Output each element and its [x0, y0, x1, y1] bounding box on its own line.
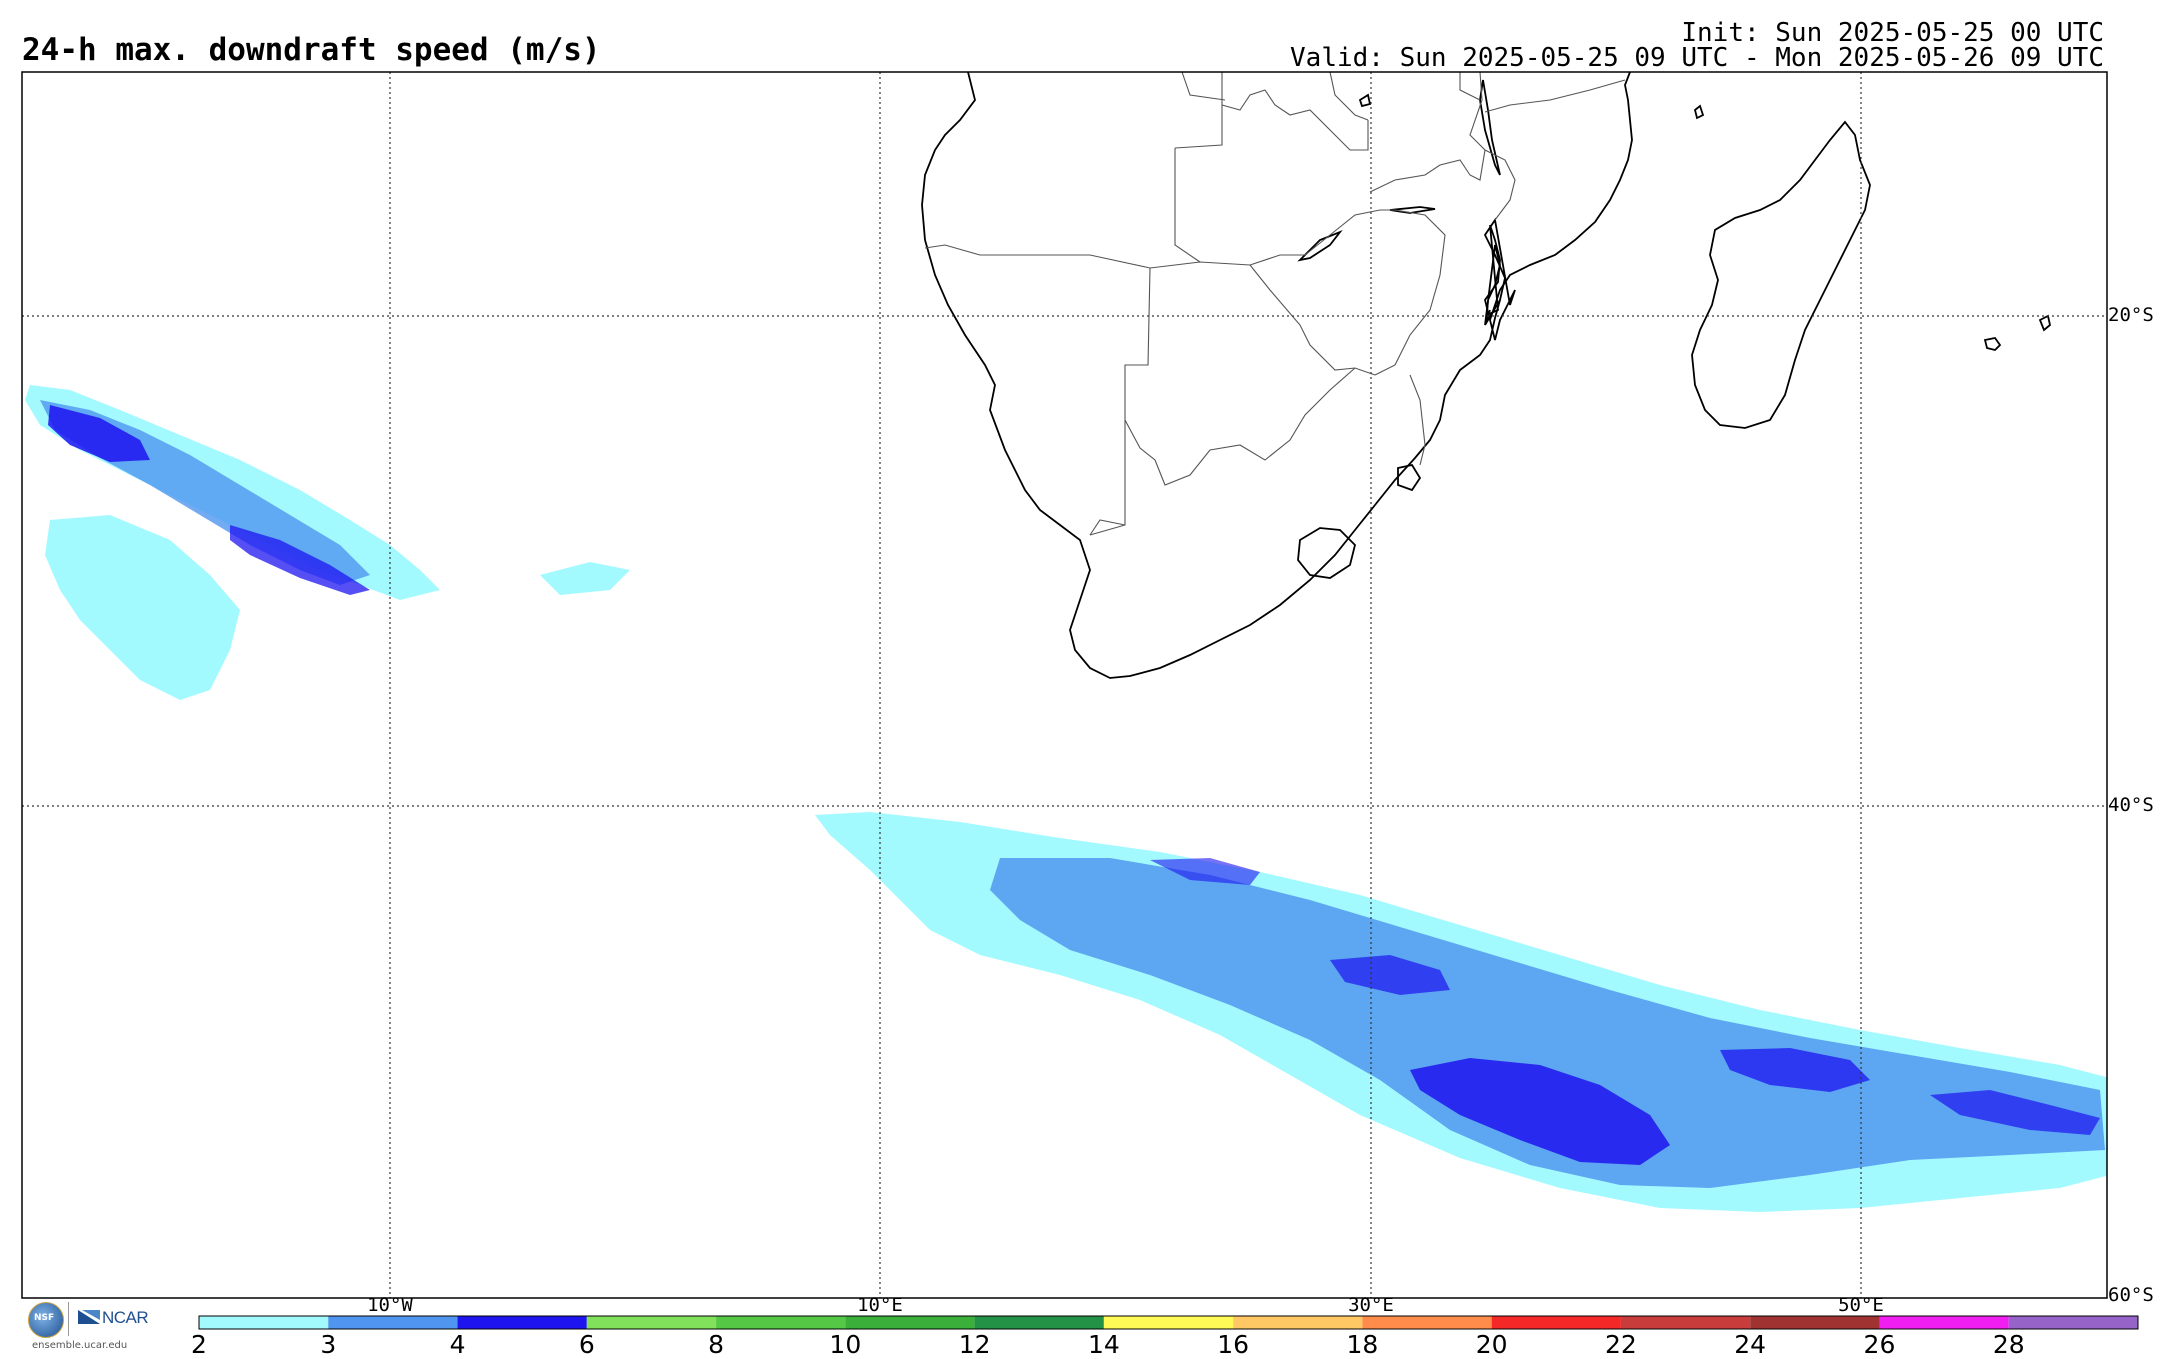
- border-angola-namibia: [924, 244, 1251, 269]
- africa-coastline: [921, 71, 1516, 679]
- logo-block: NSF NCAR ensemble.ucar.edu: [24, 1300, 174, 1351]
- border-botswana-southafrica: [1124, 367, 1356, 486]
- colorbar-tick-label: 2: [191, 1330, 207, 1359]
- colorbar-tick-label: 4: [449, 1330, 466, 1359]
- reunion-island: [1983, 337, 2002, 351]
- colorbar-swatch: [586, 1316, 717, 1329]
- colorbar-tick-label: 14: [1087, 1330, 1120, 1359]
- border-mozambique-malawi: [1469, 71, 1516, 221]
- map-frame: [21, 71, 2108, 1299]
- madagascar: [1691, 120, 1871, 429]
- colorbar-swatch: [1879, 1316, 2009, 1329]
- colorbar-tick-label: 26: [1863, 1330, 1896, 1359]
- lake-cahora-bassa: [1389, 206, 1436, 214]
- nsf-logo-text: NSF: [34, 1313, 55, 1323]
- field-atl-light-3: [540, 562, 630, 595]
- colorbar-swatch: [1491, 1316, 1621, 1329]
- colorbar-tick-label: 6: [578, 1330, 595, 1359]
- colorbar-swatch: [2008, 1316, 2138, 1329]
- init-time: Init: Sun 2025-05-25 00 UTC: [1681, 18, 2104, 48]
- ncar-mark-icon: [78, 1310, 100, 1324]
- africa-east-coast: [1484, 71, 1633, 326]
- lon-label-30e: 30°E: [1348, 1294, 1394, 1316]
- graticule: [22, 72, 2107, 1298]
- border-zimbabwe-mozambique: [1374, 209, 1446, 376]
- valid-time: Valid: Sun 2025-05-25 09 UTC - Mon 2025-…: [1290, 43, 2104, 73]
- downdraft-field-south-atlantic: [25, 385, 630, 700]
- colorbar-tick-label: 12: [958, 1330, 991, 1359]
- map-title: 24-h max. downdraft speed (m/s): [22, 32, 601, 68]
- lon-label-10w: 10°W: [367, 1294, 413, 1316]
- colorbar-frame: [198, 1315, 2139, 1330]
- colorbar-swatch: [716, 1316, 846, 1329]
- colorbar-swatch: [1362, 1316, 1492, 1329]
- colorbar-tick-label: 10: [829, 1330, 862, 1359]
- colorbar-swatch: [199, 1316, 329, 1329]
- field-atl-dark-2: [230, 525, 370, 595]
- colorbar-tick-label: 16: [1217, 1330, 1250, 1359]
- lake-kariba: [1297, 229, 1343, 262]
- lon-label-50e: 50°E: [1838, 1294, 1884, 1316]
- colorbar-swatch: [845, 1316, 975, 1329]
- mauritius-island: [2038, 314, 2051, 332]
- border-zambia-drc: [1221, 89, 1369, 151]
- colorbar-swatch: [974, 1316, 1104, 1329]
- colorbar-swatch: [1233, 1316, 1363, 1329]
- colorbar: [198, 1315, 2139, 1330]
- lat-label-20s: 20°S: [2108, 304, 2154, 326]
- border-botswana-zimbabwe: [1249, 264, 1376, 376]
- field-band-dark-1: [1410, 1058, 1670, 1165]
- colorbar-tick-label: 8: [708, 1330, 725, 1359]
- field-band-medium: [990, 858, 2105, 1188]
- eswatini: [1397, 463, 1422, 492]
- field-band-dark-2: [1720, 1048, 1870, 1092]
- border-zambia-zimbabwe: [1249, 209, 1395, 266]
- colorbar-swatch: [1750, 1316, 1880, 1329]
- country-borders: [924, 71, 1626, 536]
- border-namibia-botswana: [1089, 267, 1151, 536]
- colorbar-tick-label: 3: [320, 1330, 337, 1359]
- field-band-dark-5: [1150, 858, 1260, 885]
- logo-url: ensemble.ucar.edu: [32, 1340, 128, 1351]
- colorbar-swatch: [328, 1316, 458, 1329]
- colorbar-swatch: [457, 1316, 587, 1329]
- lon-label-10e: 10°E: [857, 1294, 903, 1316]
- border-namibia-southafrica: [1089, 519, 1126, 536]
- field-atl-light-2: [45, 515, 240, 700]
- lesotho: [1297, 527, 1356, 579]
- border-angola-drc: [1181, 71, 1226, 101]
- colorbar-tick-label: 28: [1992, 1330, 2025, 1359]
- lat-label-40s: 40°S: [2108, 794, 2154, 816]
- colorbar-swatch: [1103, 1316, 1234, 1329]
- colorbar-tick-label: 18: [1346, 1330, 1379, 1359]
- field-band-dark-4: [1930, 1090, 2100, 1135]
- ncar-logo-text: NCAR: [102, 1308, 149, 1327]
- comoros-island: [1693, 104, 1705, 120]
- colorbar-tick-label: 24: [1734, 1330, 1767, 1359]
- colorbar-tick-label: 22: [1605, 1330, 1637, 1359]
- border-tanzania-mozambique: [1459, 72, 1626, 113]
- field-atl-dark-1: [48, 405, 150, 462]
- colorbar-tick-label: 20: [1475, 1330, 1508, 1359]
- colorbar-swatch: [1620, 1316, 1751, 1329]
- lat-label-60s: 60°S: [2108, 1284, 2154, 1306]
- field-band-dark-3: [1330, 955, 1450, 995]
- border-drc-zambia-2: [1329, 71, 1369, 121]
- border-angola-zambia: [1174, 72, 1223, 263]
- border-zambia-malawi: [1369, 149, 1486, 193]
- nsf-logo-icon: [28, 1302, 64, 1338]
- border-mozambique-southafrica: [1409, 374, 1426, 466]
- downdraft-field-southern-ocean: [815, 812, 2107, 1212]
- coastlines: [921, 71, 2051, 679]
- logo-divider: [68, 1302, 69, 1336]
- lake-victoria-tanganyika: [1358, 93, 1372, 108]
